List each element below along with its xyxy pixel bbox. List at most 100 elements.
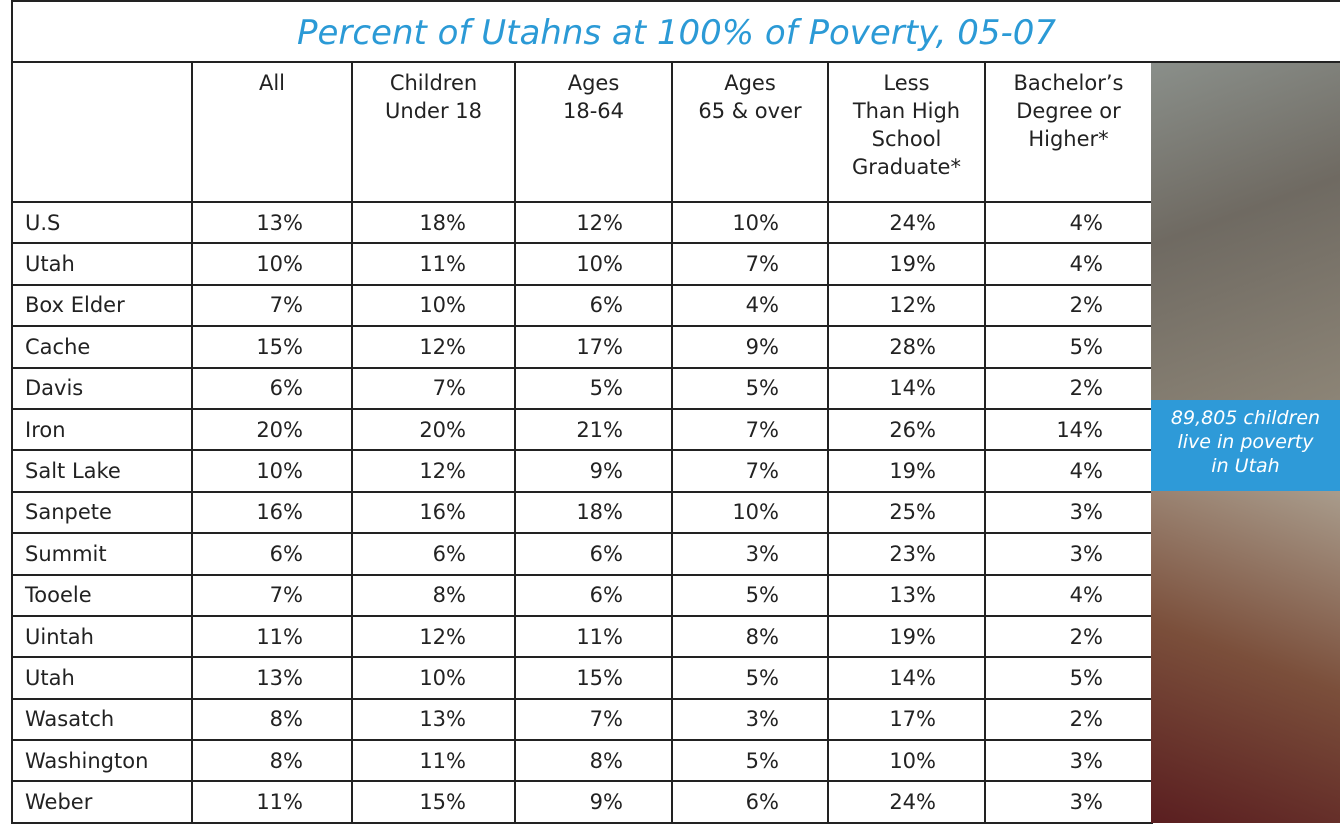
cell: 23%	[828, 533, 985, 574]
cell: 6%	[352, 533, 515, 574]
cell: 8%	[515, 740, 672, 781]
header-line: 18-64	[516, 97, 671, 125]
photo	[1151, 63, 1340, 400]
row-label: Salt Lake	[12, 450, 192, 491]
row-label: Box Elder	[12, 285, 192, 326]
cell: 8%	[192, 699, 352, 740]
cell: 10%	[672, 492, 828, 533]
cell: 7%	[192, 285, 352, 326]
cell: 12%	[352, 616, 515, 657]
cell: 24%	[828, 202, 985, 243]
row-label: U.S	[12, 202, 192, 243]
header-cell: All	[192, 62, 352, 202]
cell: 5%	[672, 575, 828, 616]
row-label: Cache	[12, 326, 192, 367]
cell: 13%	[828, 575, 985, 616]
cell: 5%	[672, 368, 828, 409]
cell: 4%	[672, 285, 828, 326]
header-line: Graduate*	[829, 153, 984, 181]
cell: 18%	[352, 202, 515, 243]
cell: 11%	[352, 740, 515, 781]
cell: 5%	[985, 326, 1152, 367]
caption-line: in Utah	[1151, 454, 1340, 478]
row-label: Summit	[12, 533, 192, 574]
row-label: Utah	[12, 657, 192, 698]
cell: 2%	[985, 285, 1152, 326]
cell: 5%	[515, 368, 672, 409]
header-line: Than High	[829, 97, 984, 125]
cell: 11%	[352, 243, 515, 284]
cell: 2%	[985, 368, 1152, 409]
cell: 6%	[192, 533, 352, 574]
header-line: 65 & over	[673, 97, 827, 125]
cell: 6%	[515, 533, 672, 574]
cell: 19%	[828, 616, 985, 657]
cell: 13%	[352, 699, 515, 740]
cell: 7%	[672, 409, 828, 450]
cell: 7%	[352, 368, 515, 409]
cell: 10%	[352, 657, 515, 698]
cell: 11%	[192, 781, 352, 822]
cell: 16%	[352, 492, 515, 533]
cell: 4%	[985, 243, 1152, 284]
row-label: Iron	[12, 409, 192, 450]
cell: 3%	[672, 699, 828, 740]
cell: 20%	[192, 409, 352, 450]
cell: 3%	[985, 533, 1152, 574]
cell: 10%	[828, 740, 985, 781]
cell: 18%	[515, 492, 672, 533]
cell: 15%	[192, 326, 352, 367]
cell: 3%	[672, 533, 828, 574]
cell: 24%	[828, 781, 985, 822]
cell: 17%	[515, 326, 672, 367]
cell: 10%	[352, 285, 515, 326]
cell: 25%	[828, 492, 985, 533]
header-line: Ages	[516, 69, 671, 97]
row-label: Utah	[12, 243, 192, 284]
cell: 10%	[192, 450, 352, 491]
cell: 6%	[672, 781, 828, 822]
cell: 11%	[192, 616, 352, 657]
cell: 5%	[672, 657, 828, 698]
cell: 7%	[672, 450, 828, 491]
cell: 3%	[985, 740, 1152, 781]
row-label: Tooele	[12, 575, 192, 616]
cell: 20%	[352, 409, 515, 450]
row-label: Wasatch	[12, 699, 192, 740]
cell: 14%	[828, 368, 985, 409]
header-line: Degree or	[986, 97, 1151, 125]
cell: 4%	[985, 575, 1152, 616]
cell: 5%	[672, 740, 828, 781]
cell: 7%	[515, 699, 672, 740]
cell: 15%	[515, 657, 672, 698]
row-label: Uintah	[12, 616, 192, 657]
cell: 4%	[985, 202, 1152, 243]
cell: 9%	[672, 326, 828, 367]
row-label: Sanpete	[12, 492, 192, 533]
cell: 12%	[352, 326, 515, 367]
photo	[1151, 491, 1340, 823]
cell: 17%	[828, 699, 985, 740]
cell: 13%	[192, 657, 352, 698]
header-line: Less	[829, 69, 984, 97]
cell: 9%	[515, 781, 672, 822]
cell: 8%	[192, 740, 352, 781]
row-label: Weber	[12, 781, 192, 822]
header-cell	[12, 62, 192, 202]
